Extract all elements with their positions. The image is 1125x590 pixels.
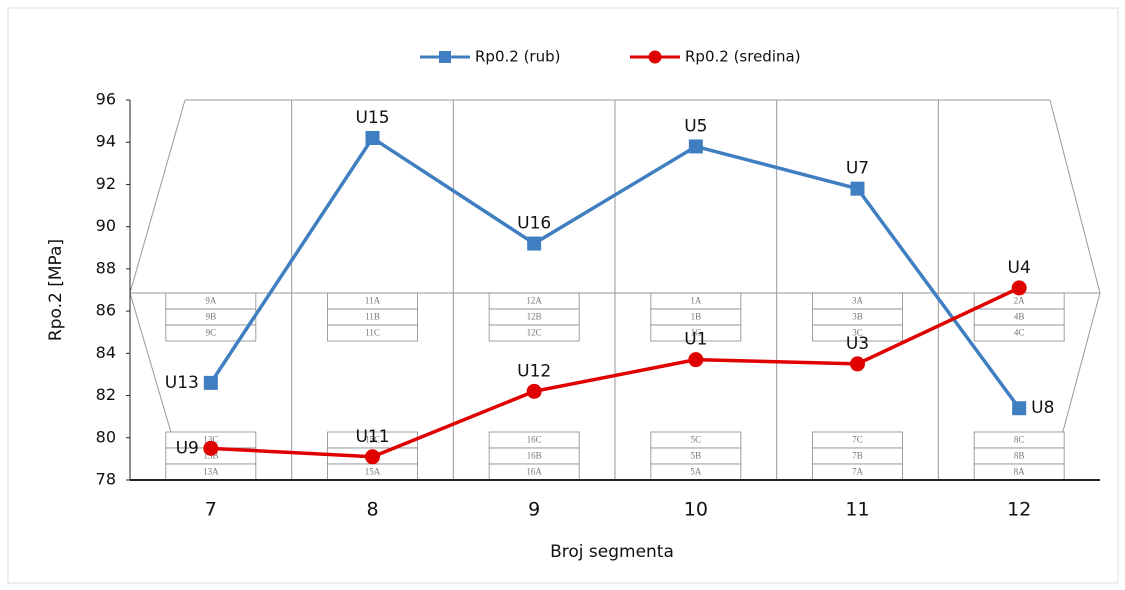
segment-label: 5A — [690, 467, 702, 477]
segment-label: 4B — [1014, 312, 1025, 322]
segment-label: 13A — [203, 467, 219, 477]
x-tick-label: 10 — [684, 499, 708, 521]
data-label: U11 — [355, 427, 389, 447]
segment-label: 16C — [527, 435, 542, 445]
segment-label: 9A — [205, 296, 217, 306]
segment-label: 15A — [365, 467, 381, 477]
segment-label: 5B — [691, 451, 702, 461]
series-line — [210, 286, 1020, 459]
data-label: U4 — [1008, 258, 1031, 278]
segment-label: 1C — [691, 328, 702, 338]
segment-label: 3B — [852, 312, 863, 322]
segment-label: 15C — [365, 435, 380, 445]
legend-marker — [439, 51, 451, 63]
segment-label: 8B — [1014, 451, 1025, 461]
y-tick-label: 84 — [96, 343, 116, 362]
segment-label: 16A — [526, 467, 542, 477]
marker — [526, 383, 542, 399]
segment-label: 7C — [852, 435, 863, 445]
segment-label: 5C — [691, 435, 702, 445]
segment-cell — [973, 324, 1065, 342]
y-tick-label: 96 — [96, 90, 116, 109]
x-tick-label: 11 — [845, 499, 869, 521]
segment-label: 3C — [852, 328, 863, 338]
segment-label: 16B — [527, 451, 542, 461]
y-tick-label: 82 — [96, 385, 116, 404]
segment-label: 4C — [1014, 328, 1025, 338]
segment-label: 13C — [203, 435, 218, 445]
y-axis-title: Rpo.2 [MPa] — [46, 239, 66, 341]
data-label: U3 — [846, 334, 869, 354]
data-label: U9 — [176, 438, 199, 458]
segment-label: 8A — [1014, 467, 1026, 477]
segment-label: 9B — [206, 312, 217, 322]
segment-label: 3A — [852, 296, 864, 306]
frame — [7, 7, 1119, 584]
data-label: U5 — [684, 116, 707, 136]
segment-label: 11A — [365, 296, 381, 306]
x-tick-label: 12 — [1007, 499, 1031, 521]
segment-label: 2A — [1014, 296, 1026, 306]
data-label: U1 — [684, 330, 707, 350]
data-label: U15 — [355, 108, 389, 128]
legend-marker — [648, 50, 662, 64]
segment-label: 12C — [527, 328, 542, 338]
segment-label: 7B — [852, 451, 863, 461]
segment-label: 12B — [527, 312, 542, 322]
marker — [203, 440, 219, 456]
marker — [203, 375, 218, 390]
y-tick-label: 78 — [96, 470, 116, 489]
y-tick-label: 94 — [96, 132, 116, 151]
data-label: U13 — [165, 373, 199, 393]
segment-cell — [812, 324, 903, 342]
marker — [527, 236, 542, 251]
x-tick-label: 9 — [528, 499, 540, 521]
legend-label: Rp0.2 (rub) — [475, 48, 560, 66]
marker — [1012, 401, 1027, 416]
segment-cell — [488, 324, 580, 342]
y-tick-label: 88 — [96, 258, 116, 277]
segment-label: 1A — [690, 296, 702, 306]
x-tick-label: 8 — [366, 499, 378, 521]
y-tick-label: 90 — [96, 216, 116, 235]
segment-label: 9C — [206, 328, 217, 338]
marker — [850, 356, 865, 372]
segment-cell — [165, 324, 257, 342]
data-label: U16 — [517, 214, 551, 234]
y-tick-label: 92 — [96, 174, 116, 193]
data-label: U8 — [1031, 398, 1054, 418]
segment-cell — [327, 324, 418, 342]
marker — [365, 131, 380, 145]
series-line — [209, 135, 1021, 410]
segment-cell — [650, 324, 742, 342]
segment-label: 7A — [852, 467, 864, 477]
y-tick-label: 86 — [96, 301, 116, 320]
x-tick-label: 7 — [205, 499, 217, 521]
segment-label: 8C — [1014, 435, 1025, 445]
data-label: U7 — [846, 159, 869, 179]
segment-label: 12A — [526, 296, 542, 306]
data-label: U12 — [517, 361, 551, 381]
segment-label: 11B — [365, 312, 380, 322]
marker — [688, 352, 704, 368]
segment-label: 11C — [365, 328, 380, 338]
x-axis-title: Broj segmenta — [550, 542, 674, 562]
marker — [1011, 280, 1027, 296]
legend-label: Rp0.2 (sredina) — [685, 48, 801, 66]
y-tick-label: 80 — [96, 427, 116, 446]
segment-label: 1B — [691, 312, 702, 322]
marker — [365, 449, 380, 465]
marker — [850, 181, 865, 196]
marker — [688, 139, 703, 154]
